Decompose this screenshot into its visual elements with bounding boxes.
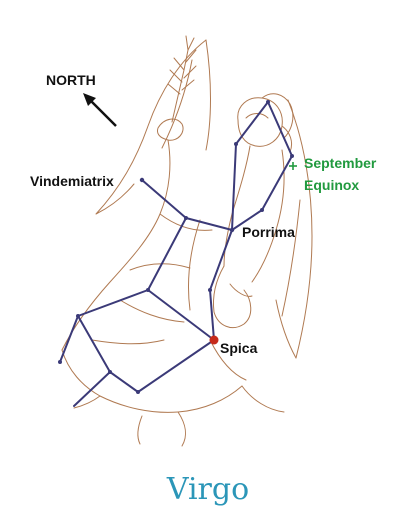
porrima-label: Porrima bbox=[242, 224, 295, 240]
star bbox=[108, 370, 112, 374]
line-tail bbox=[73, 371, 111, 407]
line-head-loop bbox=[231, 101, 293, 231]
star bbox=[136, 390, 140, 394]
star bbox=[266, 100, 270, 104]
star bbox=[208, 288, 212, 292]
star-spica bbox=[209, 335, 219, 345]
equinox-label-line1: September bbox=[304, 155, 377, 171]
equinox-label-line2: Equinox bbox=[304, 177, 359, 193]
line-left-branch bbox=[59, 217, 187, 363]
star bbox=[260, 208, 264, 212]
spica-label: Spica bbox=[220, 340, 258, 356]
north-label: NORTH bbox=[46, 72, 96, 88]
star bbox=[76, 314, 80, 318]
virgo-constellation-figure: NORTH Vindemiatrix Porrima Spica Septemb… bbox=[30, 35, 377, 447]
figure-caption: Virgo bbox=[166, 472, 250, 507]
constellation-lines bbox=[59, 101, 293, 407]
star bbox=[58, 360, 62, 364]
line-lower-left bbox=[77, 315, 215, 393]
star bbox=[234, 142, 238, 146]
star bbox=[290, 154, 294, 158]
north-arrow-icon bbox=[83, 93, 117, 127]
star bbox=[184, 216, 188, 220]
equinox-marker bbox=[289, 162, 297, 170]
star-vindemiatrix bbox=[139, 177, 145, 183]
vindemiatrix-label: Vindemiatrix bbox=[30, 173, 114, 189]
line-middle bbox=[147, 289, 215, 341]
star-porrima bbox=[229, 227, 235, 233]
star bbox=[146, 288, 150, 292]
maiden-figure-outline bbox=[61, 35, 313, 447]
star-points bbox=[58, 100, 294, 394]
